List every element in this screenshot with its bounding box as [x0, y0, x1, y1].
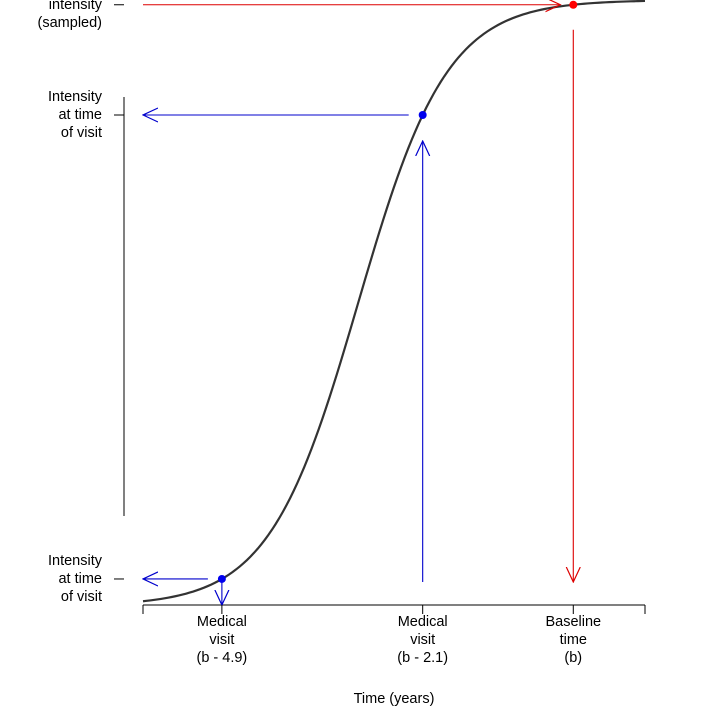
- x-tick-label-2: Baseline time (b): [545, 614, 601, 666]
- x-tick-label-0: Medical visit (b - 4.9): [197, 614, 248, 666]
- x-tick-label-1: Medical visit (b - 2.1): [397, 614, 448, 666]
- y-tick-label-visit2: Intensity at time of visit: [48, 89, 103, 141]
- y-tick-label-baseline: Baselineintensity(sampled): [38, 0, 103, 31]
- x-axis-label: Time (years): [354, 691, 435, 707]
- intensity-curve: [142, 0, 646, 603]
- x-axis-ticks: Medical visit (b - 4.9) Medical visit (b - 2.…: [197, 605, 601, 666]
- point-baseline: [569, 0, 578, 9]
- point-visit2: [418, 110, 427, 119]
- y-tick-label-visit1: Intensity at time of visit: [48, 553, 103, 605]
- point-visit1: [217, 574, 226, 583]
- data-points: [217, 0, 578, 583]
- annotation-arrows: [143, 5, 573, 605]
